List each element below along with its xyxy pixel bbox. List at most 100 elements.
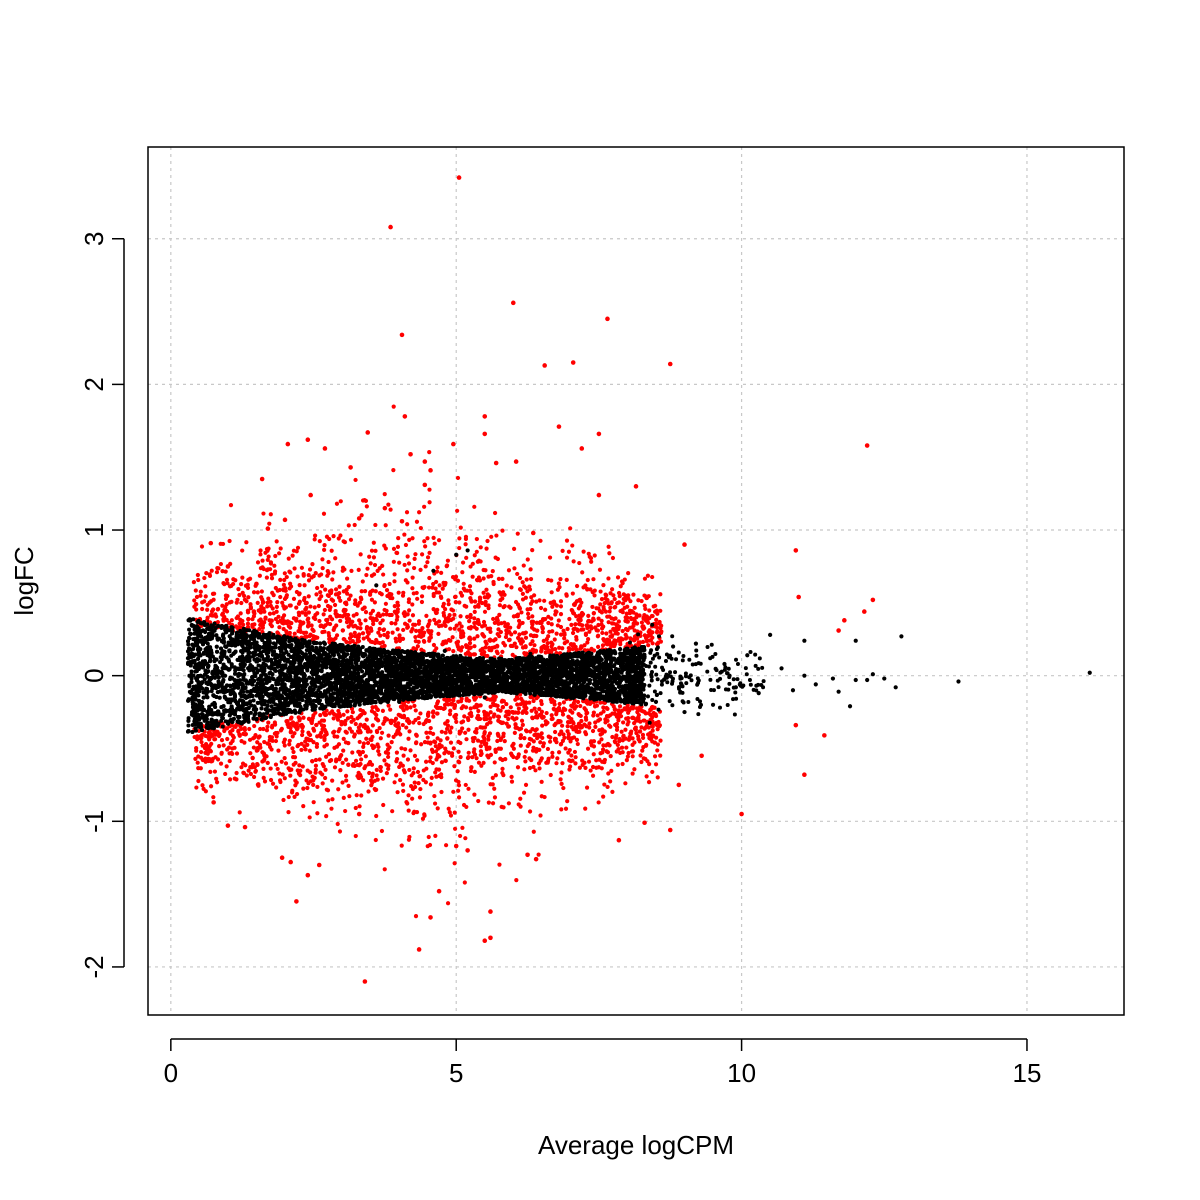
point-significant	[442, 702, 448, 707]
point-significant	[264, 728, 270, 733]
point-significant	[590, 773, 596, 778]
point-significant	[346, 762, 351, 767]
point-significant	[571, 626, 576, 632]
point-significant	[466, 727, 471, 732]
point-significant	[288, 584, 294, 589]
point-significant	[578, 617, 583, 623]
point-significant	[642, 613, 647, 618]
point-significant	[384, 762, 389, 767]
point-significant	[353, 721, 358, 727]
point-significant	[527, 584, 532, 589]
point-significant	[374, 773, 379, 778]
point-significant	[258, 548, 263, 553]
point-significant	[351, 624, 356, 629]
point-significant	[268, 766, 273, 771]
point-significant	[195, 760, 200, 765]
point-significant	[338, 499, 343, 504]
point-significant	[492, 510, 498, 516]
point-significant	[572, 749, 578, 755]
point-significant	[267, 744, 273, 750]
point-significant	[299, 741, 304, 746]
point-significant	[577, 765, 582, 770]
point-significant	[459, 630, 464, 636]
point-significant	[317, 596, 322, 602]
point-significant	[336, 742, 342, 747]
point-significant	[625, 619, 630, 624]
point-significant	[443, 843, 449, 848]
point-significant	[420, 626, 425, 631]
point-significant	[657, 723, 663, 728]
point-significant	[257, 573, 262, 578]
point-significant	[411, 622, 416, 627]
point-significant	[613, 604, 618, 610]
point-significant	[279, 855, 285, 861]
point-significant	[570, 704, 575, 709]
point-significant	[300, 610, 305, 615]
point-significant	[325, 603, 331, 609]
point-significant	[467, 588, 473, 593]
point-significant	[472, 769, 477, 774]
point-significant	[272, 569, 278, 574]
point-significant	[495, 738, 500, 744]
point-significant	[203, 759, 208, 764]
point-significant	[380, 563, 385, 568]
point-significant	[472, 504, 477, 509]
point-significant	[439, 789, 444, 795]
point-significant	[593, 724, 598, 729]
point-significant	[476, 558, 482, 563]
point-significant	[541, 714, 546, 720]
point-significant	[643, 618, 649, 623]
point-significant	[417, 774, 422, 779]
point-significant	[624, 758, 629, 763]
point-significant	[431, 731, 436, 736]
point-significant	[373, 522, 378, 528]
point-significant	[467, 619, 472, 624]
point-significant	[484, 546, 489, 551]
point-significant	[396, 590, 401, 595]
point-significant	[384, 608, 389, 614]
point-significant	[454, 712, 459, 718]
point-significant	[371, 540, 376, 545]
point-significant	[610, 555, 616, 561]
point-significant	[501, 773, 506, 778]
point-significant	[321, 718, 327, 723]
point-significant	[294, 726, 300, 731]
point-significant	[286, 794, 291, 800]
point-significant	[368, 561, 373, 566]
point-significant	[554, 631, 559, 636]
point-significant	[401, 611, 406, 616]
point-significant	[457, 731, 462, 736]
point-significant	[285, 718, 290, 724]
point-significant	[452, 810, 457, 815]
point-significant	[595, 713, 600, 718]
point-significant	[564, 555, 570, 560]
point-significant	[410, 796, 415, 801]
point-significant	[527, 809, 533, 814]
point-significant	[306, 616, 311, 621]
point-significant	[388, 718, 393, 723]
point-significant	[319, 730, 324, 735]
point-significant	[652, 740, 657, 745]
point-significant	[651, 705, 656, 710]
point-significant	[554, 707, 559, 712]
point-significant	[585, 746, 591, 751]
point-significant	[314, 592, 319, 597]
point-significant	[644, 742, 649, 747]
point-significant	[620, 628, 625, 634]
point-significant	[596, 644, 601, 649]
point-significant	[358, 621, 363, 626]
point-significant	[343, 773, 349, 778]
point-significant	[469, 598, 474, 603]
point-significant	[546, 756, 551, 761]
point-significant	[544, 710, 549, 716]
point-significant	[353, 805, 358, 811]
point-significant	[425, 735, 430, 740]
point-significant	[228, 503, 234, 508]
point-significant	[383, 546, 388, 551]
point-significant	[641, 709, 646, 714]
point-significant	[632, 605, 637, 610]
point-significant	[405, 554, 410, 559]
point-significant	[235, 597, 240, 602]
point-significant	[546, 634, 551, 639]
point-significant	[517, 575, 523, 581]
